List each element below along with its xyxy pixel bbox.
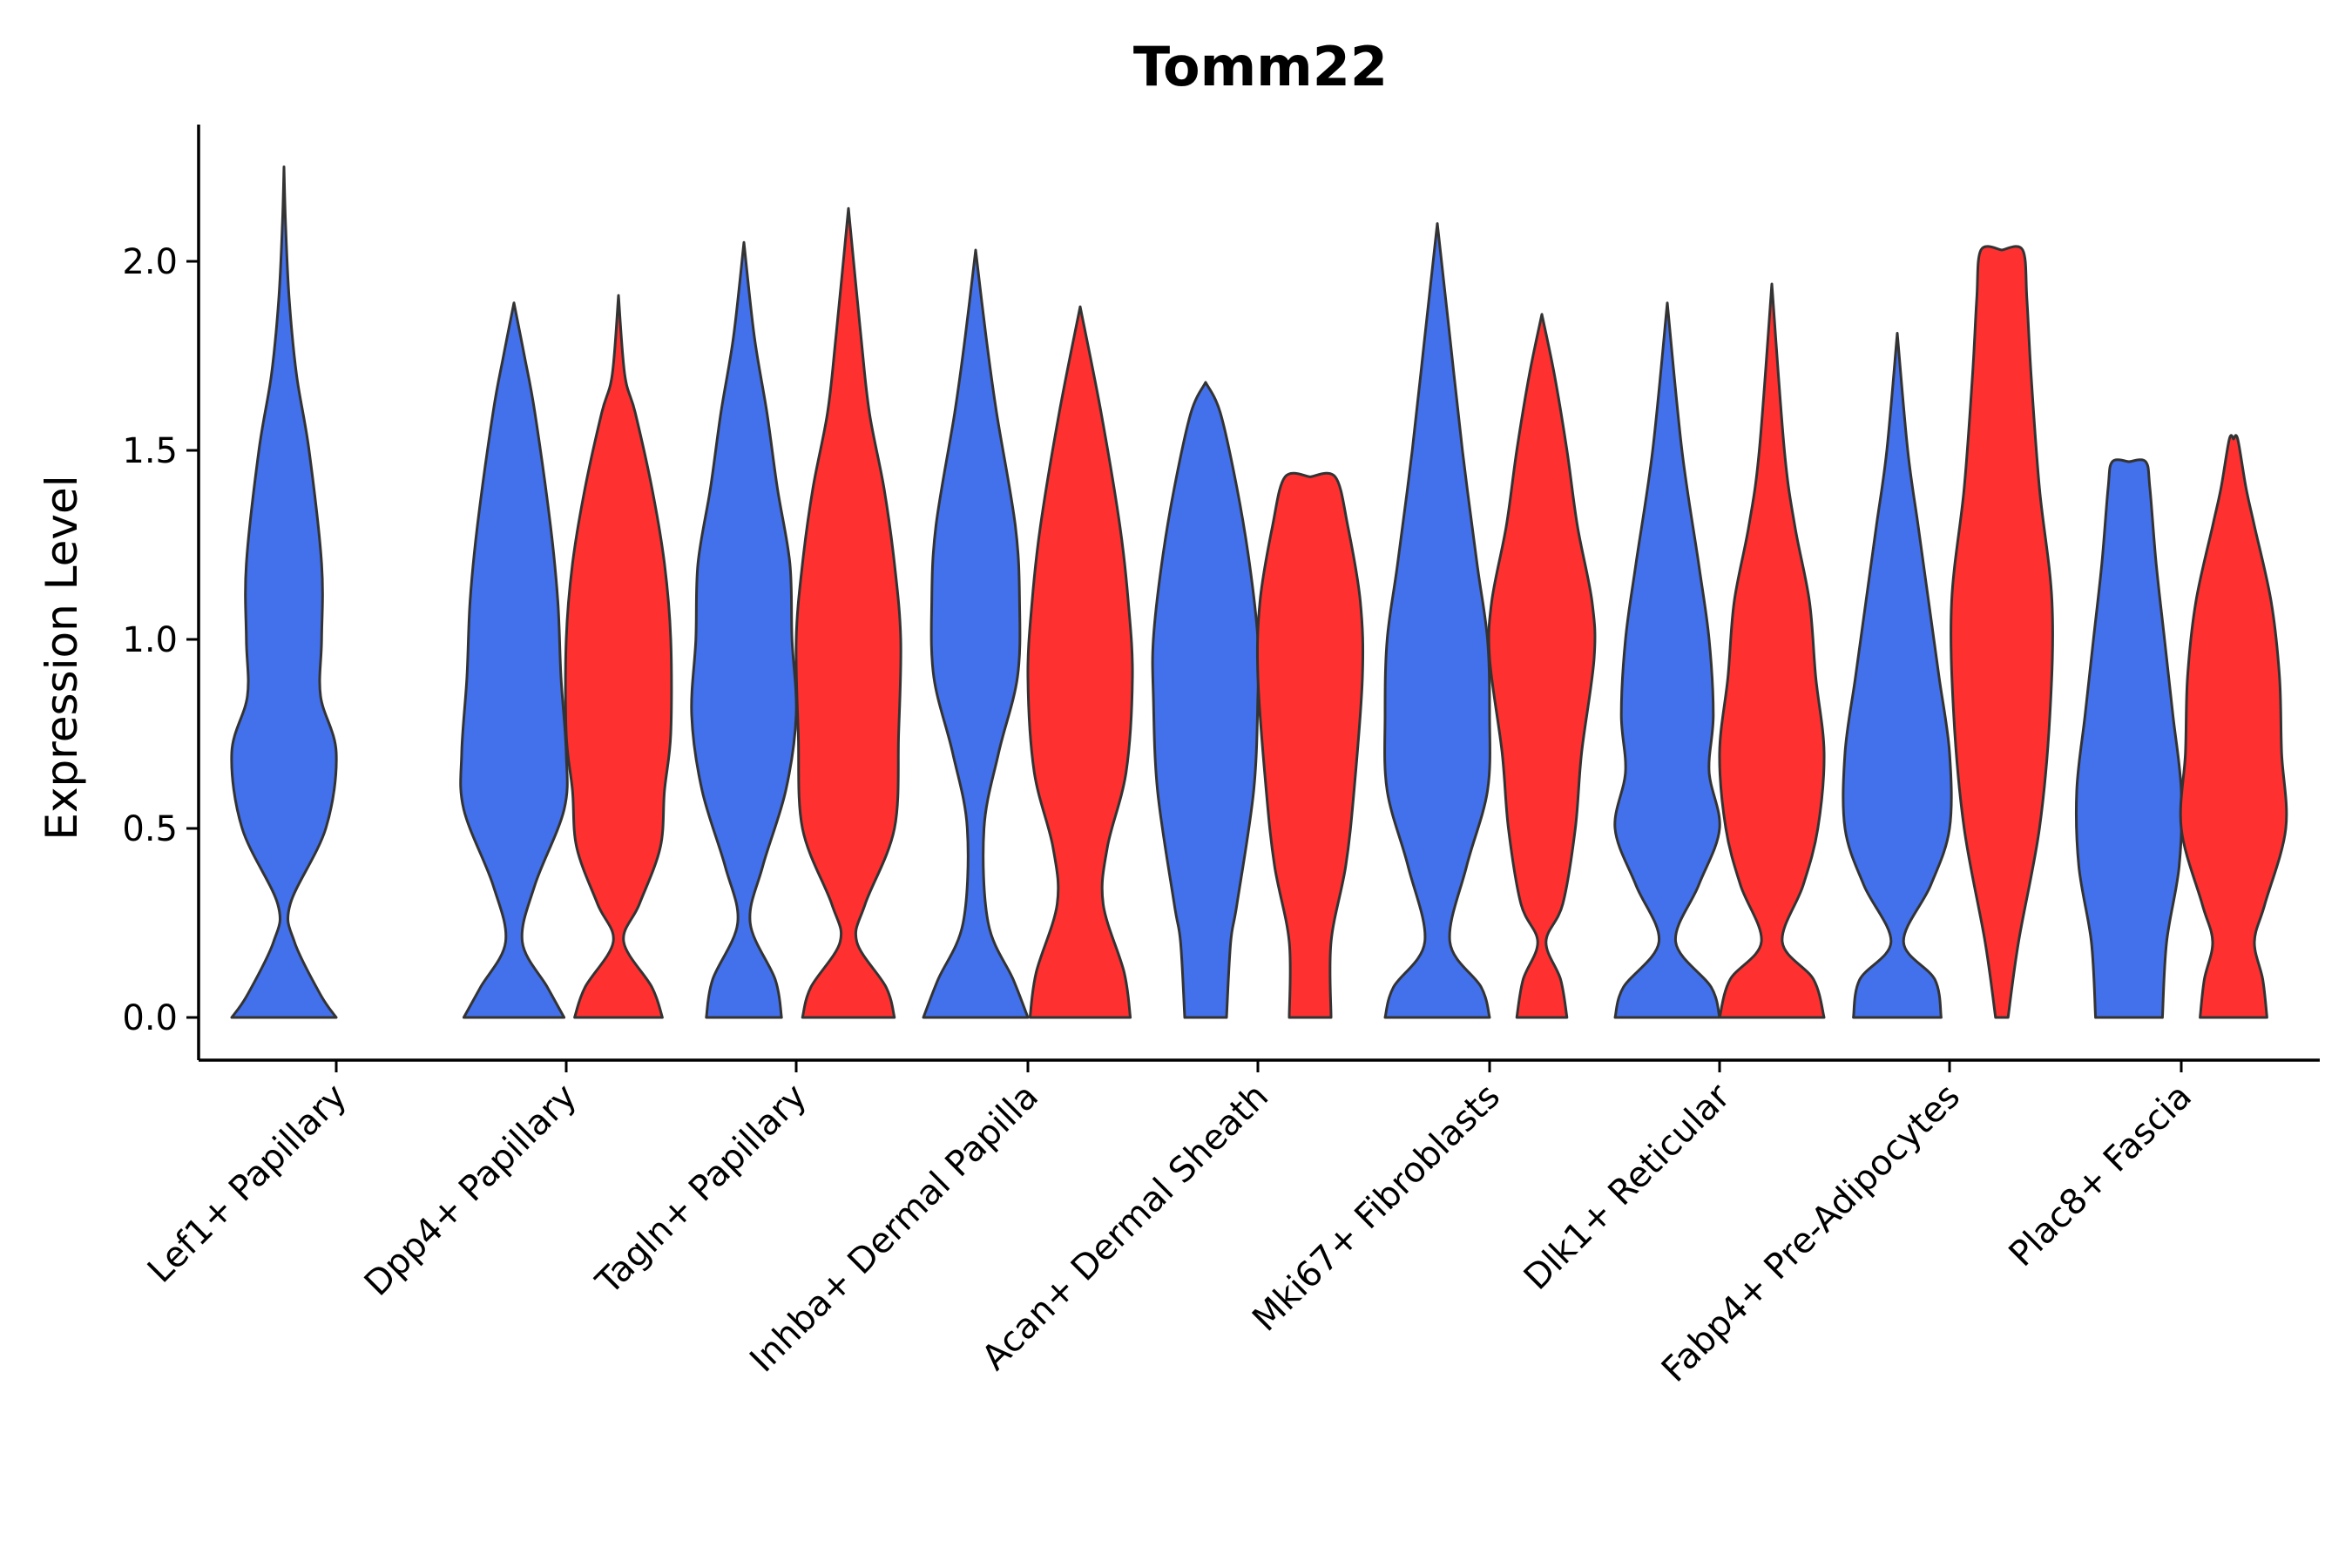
- x-tick-label: Lef1+ Papillary: [140, 1077, 355, 1291]
- x-axis-ticks: Lef1+ Papillary Dpp4+ Papillary Tagln+ Pap…: [140, 1060, 2200, 1390]
- y-tick-label: 0.5: [122, 809, 178, 849]
- violin-group_a: [1383, 222, 1491, 1019]
- violin-group_a: [230, 166, 338, 1019]
- x-tick-label: Dpp4+ Papillary: [357, 1077, 585, 1304]
- x-tick-label: Plac8+ Fascia: [2002, 1077, 2200, 1275]
- violin-group_b: [1487, 313, 1597, 1019]
- x-tick-label: Tagln+ Papillary: [588, 1077, 814, 1303]
- violin-group_a: [1613, 301, 1721, 1019]
- y-axis-label: Expression Level: [37, 475, 87, 840]
- x-tick-label: Dlk1+ Reticular: [1517, 1076, 1739, 1298]
- y-tick-label: 1.5: [122, 431, 178, 471]
- violin-group_a: [690, 240, 798, 1019]
- violin-group_b: [564, 294, 673, 1019]
- chart-title: Tomm22: [1133, 35, 1388, 98]
- violin-group_b: [1718, 282, 1826, 1019]
- violin-group_b: [1950, 245, 2054, 1019]
- violin-group_a: [459, 301, 569, 1019]
- violin-group_a: [1842, 332, 1953, 1019]
- y-tick-label: 1.0: [122, 620, 178, 660]
- violin-group_a: [1151, 381, 1260, 1019]
- y-tick-label: 2.0: [122, 242, 178, 282]
- x-tick-label: Mki67+ Fibroblasts: [1245, 1077, 1508, 1340]
- violin-group_b: [1255, 471, 1365, 1019]
- violin-group_b: [794, 206, 902, 1019]
- violin-group_b: [1026, 305, 1134, 1019]
- violin-group_a: [2074, 458, 2184, 1019]
- y-axis-ticks: 0.0 0.5 1.0 1.5 2.0: [122, 242, 199, 1038]
- violin-group_b: [2179, 434, 2288, 1019]
- violin-layer: [230, 166, 2288, 1019]
- y-tick-label: 0.0: [122, 998, 178, 1038]
- violin-group_a: [922, 248, 1030, 1019]
